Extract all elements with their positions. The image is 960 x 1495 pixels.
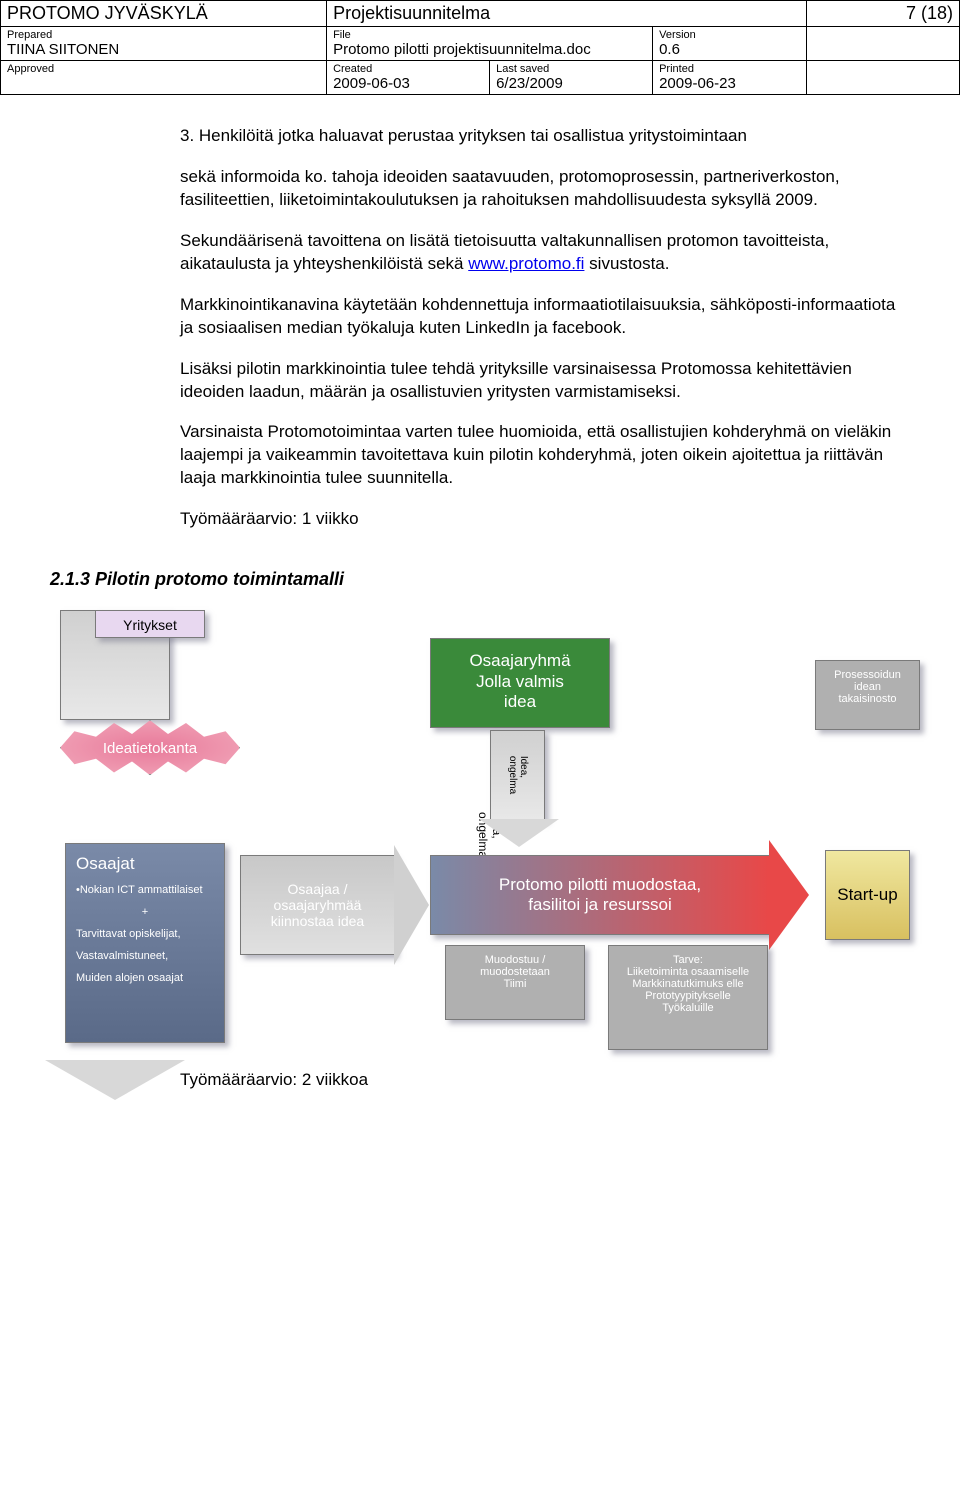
body-content: 3. Henkilöitä jotka haluavat perustaa yr… (0, 125, 960, 531)
created-label: Created (333, 63, 483, 75)
note3-l2: idean (854, 681, 881, 693)
note3-l3: takaisinosto (838, 693, 896, 705)
page-number: 7 (18) (806, 1, 959, 27)
osaajat-plus: + (76, 906, 214, 918)
paragraph-4: Lisäksi pilotin markkinointia tulee tehd… (180, 358, 910, 404)
osaajat-item-2: Tarvittavat opiskelijat, (76, 928, 214, 940)
note2-l5: Työkaluille (662, 1002, 713, 1014)
list-item-3: 3. Henkilöitä jotka haluavat perustaa yr… (180, 125, 910, 148)
small-arrow-label: Idea, ongelma (507, 756, 529, 794)
note3-l1: Prosessoidun (834, 669, 901, 681)
version-label: Version (659, 29, 799, 41)
paragraph-5: Varsinaista Protomotoimintaa varten tule… (180, 421, 910, 490)
arrow1-line2: osaajaryhmää (274, 897, 362, 913)
file-value: Protomo pilotti projektisuunnitelma.doc (333, 41, 646, 58)
paragraph-2: Sekundäärisenä tavoittena on lisätä tiet… (180, 230, 910, 276)
approved-label: Approved (7, 63, 320, 75)
prepared-value: TIINA SIITONEN (7, 41, 320, 58)
note1-l2: muodostetaan (480, 966, 550, 978)
lastsaved-value: 6/23/2009 (496, 75, 646, 92)
printed-label: Printed (659, 63, 799, 75)
osaajat-title: Osaajat (76, 854, 214, 874)
arrow1-line3: kiinnostaa idea (271, 913, 364, 929)
ideatietokanta-burst: Ideatietokanta (60, 720, 240, 775)
note2-l2: Liiketoiminta osaamiselle (627, 966, 749, 978)
osaajat-item-4: Muiden alojen osaajat (76, 972, 214, 984)
osaajat-item-1: •Nokian ICT ammattilaiset (76, 884, 214, 896)
org-name: PROTOMO JYVÄSKYLÄ (1, 1, 327, 27)
osaajaryhma-l2: Jolla valmis (476, 672, 564, 691)
approved-value (7, 75, 320, 92)
version-value: 0.6 (659, 41, 799, 58)
arrow1-line1: Osaajaa / (288, 881, 348, 897)
paragraph-3: Markkinointikanavina käytetään kohdennet… (180, 294, 910, 340)
note2-l1: Tarve: (673, 954, 703, 966)
empty-cell (806, 27, 959, 61)
prepared-label: Prepared (7, 29, 320, 41)
created-value: 2009-06-03 (333, 75, 483, 92)
osaajat-box: Osaajat •Nokian ICT ammattilaiset + Tarv… (65, 843, 225, 1043)
paragraph-2-text-b: sivustosta. (584, 254, 669, 273)
osaajaryhma-l1: Osaajaryhmä (469, 651, 570, 670)
osaajaryhma-l3: idea (504, 692, 536, 711)
osaaja-idea-arrow: Osaajaa / osaajaryhmää kiinnostaa idea (240, 855, 395, 955)
note-takaisinosto: Prosessoidun idean takaisinosto (815, 660, 920, 730)
printed-value: 2009-06-23 (659, 75, 799, 92)
section-heading: 2.1.3 Pilotin protomo toimintamalli (0, 549, 960, 610)
startup-box: Start-up (825, 850, 910, 940)
osaajaryhma-box: Osaajaryhmä Jolla valmis idea (430, 638, 610, 728)
process-diagram: Yritykset Idea, ongelma Ideatietokanta O… (60, 610, 920, 1060)
yritykset-box: Yritykset (95, 610, 205, 638)
lastsaved-label: Last saved (496, 63, 646, 75)
main-arrow-l2: fasilitoi ja resurssoi (528, 895, 672, 914)
main-arrow-l1: Protomo pilotti muodostaa, (499, 875, 701, 894)
note2-l3: Markkinatutkimuks elle (632, 978, 743, 990)
doc-type: Projektisuunnitelma (327, 1, 806, 27)
protomo-link[interactable]: www.protomo.fi (468, 254, 584, 273)
note-tarve: Tarve: Liiketoiminta osaamiselle Markkin… (608, 945, 768, 1050)
note-tiimi: Muodostuu / muodostetaan Tiimi (445, 945, 585, 1020)
note1-l3: Tiimi (504, 978, 527, 990)
file-label: File (333, 29, 646, 41)
estimate-1: Työmääräarvio: 1 viikko (180, 508, 910, 531)
idea-arrow-center: Idea, ongelma (490, 730, 545, 820)
osaajat-item-3: Vastavalmistuneet, (76, 950, 214, 962)
note1-l1: Muodostuu / (485, 954, 546, 966)
paragraph-1: sekä informoida ko. tahoja ideoiden saat… (180, 166, 910, 212)
note2-l4: Prototyypitykselle (645, 990, 731, 1002)
protomo-main-arrow: Protomo pilotti muodostaa, fasilitoi ja … (430, 855, 770, 935)
empty-cell (806, 61, 959, 95)
document-header: PROTOMO JYVÄSKYLÄ Projektisuunnitelma 7 … (0, 0, 960, 95)
